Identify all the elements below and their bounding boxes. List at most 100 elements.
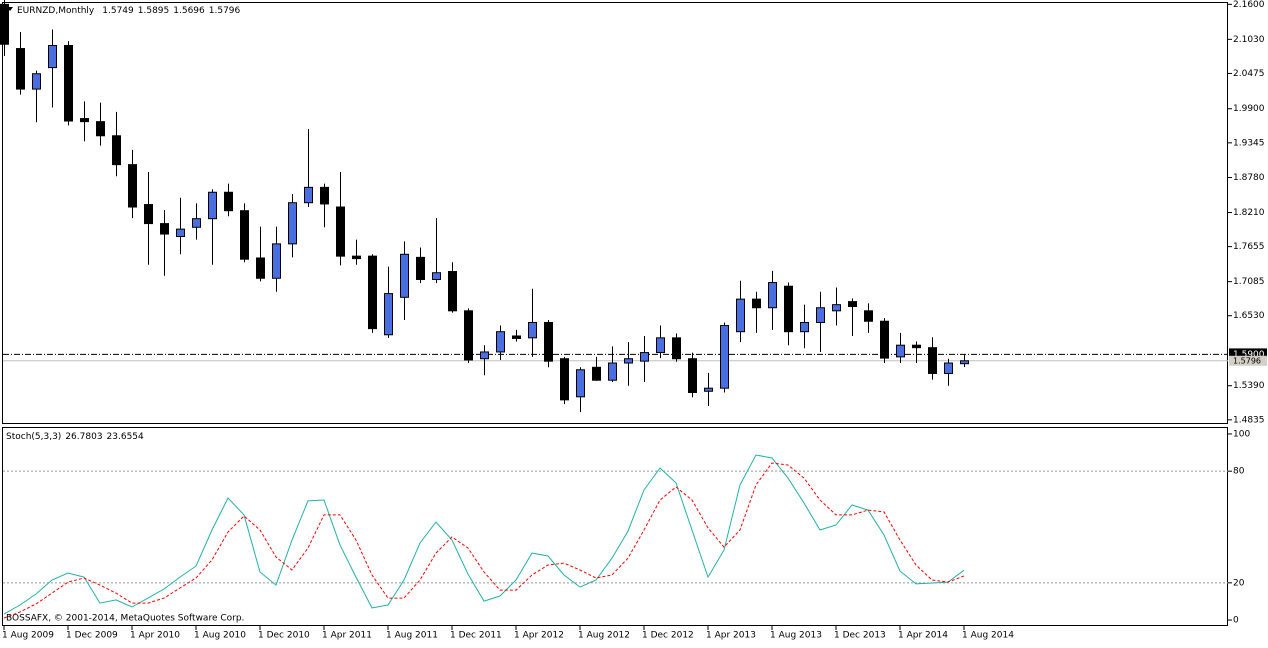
ohlc-low: 1.5696 (173, 6, 205, 16)
candle-body (256, 257, 265, 279)
y-tick-label: 20 (1233, 578, 1245, 588)
candle-body (672, 337, 681, 360)
candle-body (528, 321, 537, 339)
candle-body (912, 344, 921, 349)
ohlc-open: 1.5749 (102, 6, 134, 16)
candle-body (768, 282, 777, 309)
candle-body (624, 358, 633, 364)
candle-body (384, 293, 393, 336)
candle-body (144, 204, 153, 225)
y-tick-label: 80 (1233, 467, 1245, 477)
y-tick-label: 2.0475 (1233, 69, 1265, 79)
candle-body (160, 223, 169, 235)
y-tick-label: 100 (1233, 429, 1250, 439)
candle-body (32, 73, 41, 90)
stoch-panel (2, 427, 1228, 626)
candle-body (400, 253, 409, 298)
candle-body (336, 206, 345, 257)
bid-label: 1.5796 (1233, 356, 1261, 365)
y-tick-label: 1.7655 (1233, 242, 1265, 252)
y-tick-label: 1.7085 (1233, 277, 1265, 287)
candle-body (208, 191, 217, 220)
candle-body (960, 360, 969, 365)
x-tick-label: 1 Apr 2013 (706, 631, 756, 641)
candle-body (496, 331, 505, 353)
candle-body (656, 337, 665, 354)
candle-body (816, 307, 825, 323)
candle-body (416, 256, 425, 280)
candle-body (432, 272, 441, 280)
d-value: 23.6554 (107, 432, 144, 442)
x-tick-label: 1 Apr 2012 (514, 631, 564, 641)
x-tick-label: 1 Aug 2009 (2, 631, 54, 641)
x-tick-label: 1 Aug 2014 (962, 631, 1014, 641)
k-value: 26.7803 (65, 432, 102, 442)
ohlc-close: 1.5796 (209, 6, 241, 16)
candle-body (192, 218, 201, 228)
candle-body (576, 369, 585, 398)
candle-body (896, 344, 905, 358)
symbol-header: EURNZD,Monthly 1.5749 1.5895 1.5696 1.5796 (17, 6, 241, 16)
candle-body (560, 358, 569, 401)
y-tick-label: 1.9900 (1233, 104, 1265, 114)
candle-body (592, 366, 601, 381)
x-tick-label: 1 Apr 2010 (130, 631, 180, 641)
candle-body (112, 135, 121, 166)
indicator-header: Stoch(5,3,3) 26.7803 23.6554 (6, 432, 144, 442)
candle-body (848, 301, 857, 308)
candle-body (128, 164, 137, 208)
x-tick-label: 1 Dec 2013 (834, 631, 886, 641)
candle-body (720, 325, 729, 389)
stoch-line (3, 454, 965, 615)
candle-body (736, 298, 745, 333)
bid-label-box (1229, 355, 1267, 366)
candle-body (512, 335, 521, 339)
x-tick-label: 1 Apr 2011 (322, 631, 372, 641)
candle-body (288, 202, 297, 245)
y-tick-label: 1.4835 (1233, 415, 1265, 425)
x-tick-label: 1 Aug 2013 (770, 631, 822, 641)
candle-body (176, 228, 185, 237)
candle-body (864, 310, 873, 322)
candle-body (0, 3, 9, 45)
stoch-line (3, 462, 965, 619)
candle-body (704, 387, 713, 392)
x-tick-label: 1 Dec 2009 (66, 631, 118, 641)
y-tick-label: 2.1030 (1233, 35, 1265, 45)
candle-body (608, 362, 617, 381)
candle-body (480, 351, 489, 360)
candle-body (48, 44, 57, 69)
x-tick-label: 1 Aug 2012 (578, 631, 630, 641)
candle-body (880, 320, 889, 359)
x-tick-label: 1 Aug 2011 (386, 631, 438, 641)
x-tick-label: 1 Aug 2010 (194, 631, 246, 641)
candle-body (784, 285, 793, 333)
candle-body (16, 48, 25, 90)
candle-body (544, 321, 553, 362)
y-tick-label: 1.5390 (1233, 381, 1265, 391)
candle-body (640, 352, 649, 362)
price-panel (2, 2, 1228, 424)
hline-label: 1.5900 (1233, 350, 1265, 360)
symbol: EURNZD,Monthly (17, 6, 95, 16)
candle-body (320, 186, 329, 205)
x-tick-label: 1 Dec 2012 (642, 631, 694, 641)
candle-body (800, 321, 809, 333)
candle-body (928, 347, 937, 374)
candle-body (368, 255, 377, 330)
candle-body (752, 298, 761, 309)
candle-body (448, 271, 457, 312)
copyright: BOSSAFX, © 2001-2014, MetaQuotes Softwar… (6, 614, 244, 624)
x-tick-label: 1 Dec 2011 (450, 631, 502, 641)
candle-body (96, 121, 105, 137)
y-tick-label: 1.6530 (1233, 311, 1265, 321)
candle-body (272, 243, 281, 279)
candle-body (240, 210, 249, 260)
y-tick-label: 1.8210 (1233, 208, 1265, 218)
x-tick-label: 1 Dec 2010 (258, 631, 310, 641)
y-tick-label: 2.1600 (1233, 0, 1265, 10)
candle-body (304, 186, 313, 204)
candle-body (832, 304, 841, 312)
candle-body (688, 358, 697, 393)
